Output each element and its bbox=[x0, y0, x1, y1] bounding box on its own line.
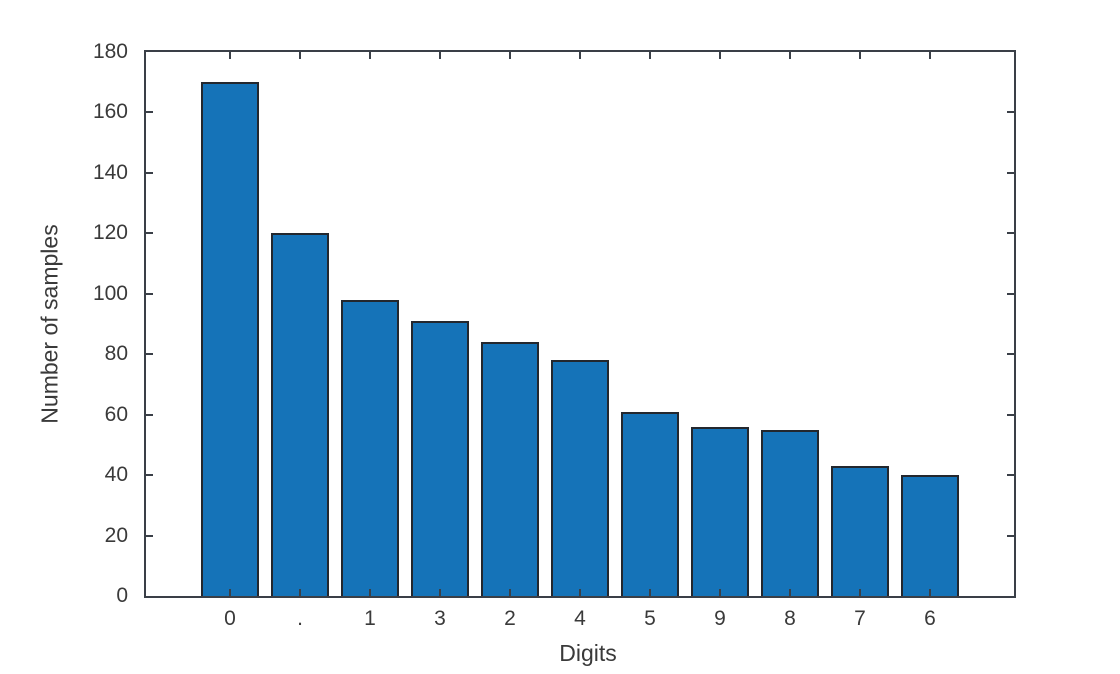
x-tick-top bbox=[859, 52, 861, 59]
y-tick-left bbox=[146, 171, 153, 174]
x-tick-bottom bbox=[929, 589, 931, 596]
bar-1 bbox=[341, 300, 399, 596]
x-tick-top bbox=[509, 52, 511, 59]
y-tick-left bbox=[146, 474, 153, 477]
y-tick-right bbox=[1007, 474, 1014, 477]
x-tick-label-8: 8 bbox=[784, 607, 796, 630]
x-tick-label-4: 4 bbox=[574, 607, 586, 630]
x-tick-top bbox=[579, 52, 581, 59]
x-tick-top bbox=[369, 52, 371, 59]
y-tick-label-20: 20 bbox=[104, 523, 128, 547]
y-tick-right bbox=[1007, 353, 1014, 356]
y-tick-label-60: 60 bbox=[104, 402, 128, 426]
y-tick-left bbox=[146, 353, 153, 356]
x-tick-top bbox=[719, 52, 721, 59]
y-tick-right bbox=[1007, 232, 1014, 235]
y-tick-right bbox=[1007, 111, 1014, 114]
y-tick-right bbox=[1007, 534, 1014, 537]
x-tick-top bbox=[299, 52, 301, 59]
x-tick-label-7: 7 bbox=[854, 607, 866, 630]
x-tick-bottom bbox=[509, 589, 511, 596]
bar-7 bbox=[831, 466, 889, 596]
x-tick-label-5: 5 bbox=[644, 607, 656, 630]
y-tick-label-120: 120 bbox=[92, 221, 128, 245]
bar-3 bbox=[411, 321, 469, 596]
y-tick-label-0: 0 bbox=[116, 584, 128, 607]
x-axis-label: Digits bbox=[559, 640, 617, 666]
y-tick-left bbox=[146, 292, 153, 295]
x-tick-top bbox=[439, 52, 441, 59]
y-tick-left bbox=[146, 413, 153, 416]
y-tick-label-140: 140 bbox=[92, 160, 128, 184]
x-tick-bottom bbox=[859, 589, 861, 596]
y-tick-right bbox=[1007, 171, 1014, 174]
x-tick-bottom bbox=[719, 589, 721, 596]
bar-. bbox=[271, 233, 329, 596]
bar-2 bbox=[481, 342, 539, 596]
x-tick-bottom bbox=[369, 589, 371, 596]
y-tick-right bbox=[1007, 413, 1014, 416]
bar-9 bbox=[691, 427, 749, 596]
x-tick-bottom bbox=[299, 589, 301, 596]
y-tick-label-180: 180 bbox=[92, 40, 128, 63]
bar-5 bbox=[621, 412, 679, 596]
bar-6 bbox=[901, 475, 959, 596]
y-tick-label-100: 100 bbox=[92, 281, 128, 305]
bar-4 bbox=[551, 360, 609, 596]
bar-8 bbox=[761, 430, 819, 596]
x-tick-label-.: . bbox=[297, 607, 303, 630]
bar-0 bbox=[201, 82, 259, 596]
y-tick-label-40: 40 bbox=[104, 463, 128, 487]
x-tick-top bbox=[789, 52, 791, 59]
x-tick-bottom bbox=[439, 589, 441, 596]
y-tick-left bbox=[146, 534, 153, 537]
x-tick-label-3: 3 bbox=[434, 607, 446, 630]
x-tick-label-9: 9 bbox=[714, 607, 726, 630]
y-axis-label: Number of samples bbox=[36, 224, 63, 424]
y-tick-label-160: 160 bbox=[92, 100, 128, 124]
x-tick-bottom bbox=[229, 589, 231, 596]
x-tick-label-1: 1 bbox=[364, 607, 376, 630]
x-tick-bottom bbox=[579, 589, 581, 596]
x-tick-top bbox=[929, 52, 931, 59]
y-tick-left bbox=[146, 111, 153, 114]
x-tick-bottom bbox=[649, 589, 651, 596]
x-tick-label-6: 6 bbox=[924, 607, 936, 630]
x-tick-bottom bbox=[789, 589, 791, 596]
y-tick-label-80: 80 bbox=[104, 342, 128, 366]
x-tick-label-2: 2 bbox=[504, 607, 516, 630]
x-tick-label-0: 0 bbox=[224, 607, 236, 630]
x-tick-top bbox=[649, 52, 651, 59]
plot-area bbox=[144, 50, 1016, 598]
y-tick-left bbox=[146, 232, 153, 235]
x-tick-top bbox=[229, 52, 231, 59]
y-tick-right bbox=[1007, 292, 1014, 295]
